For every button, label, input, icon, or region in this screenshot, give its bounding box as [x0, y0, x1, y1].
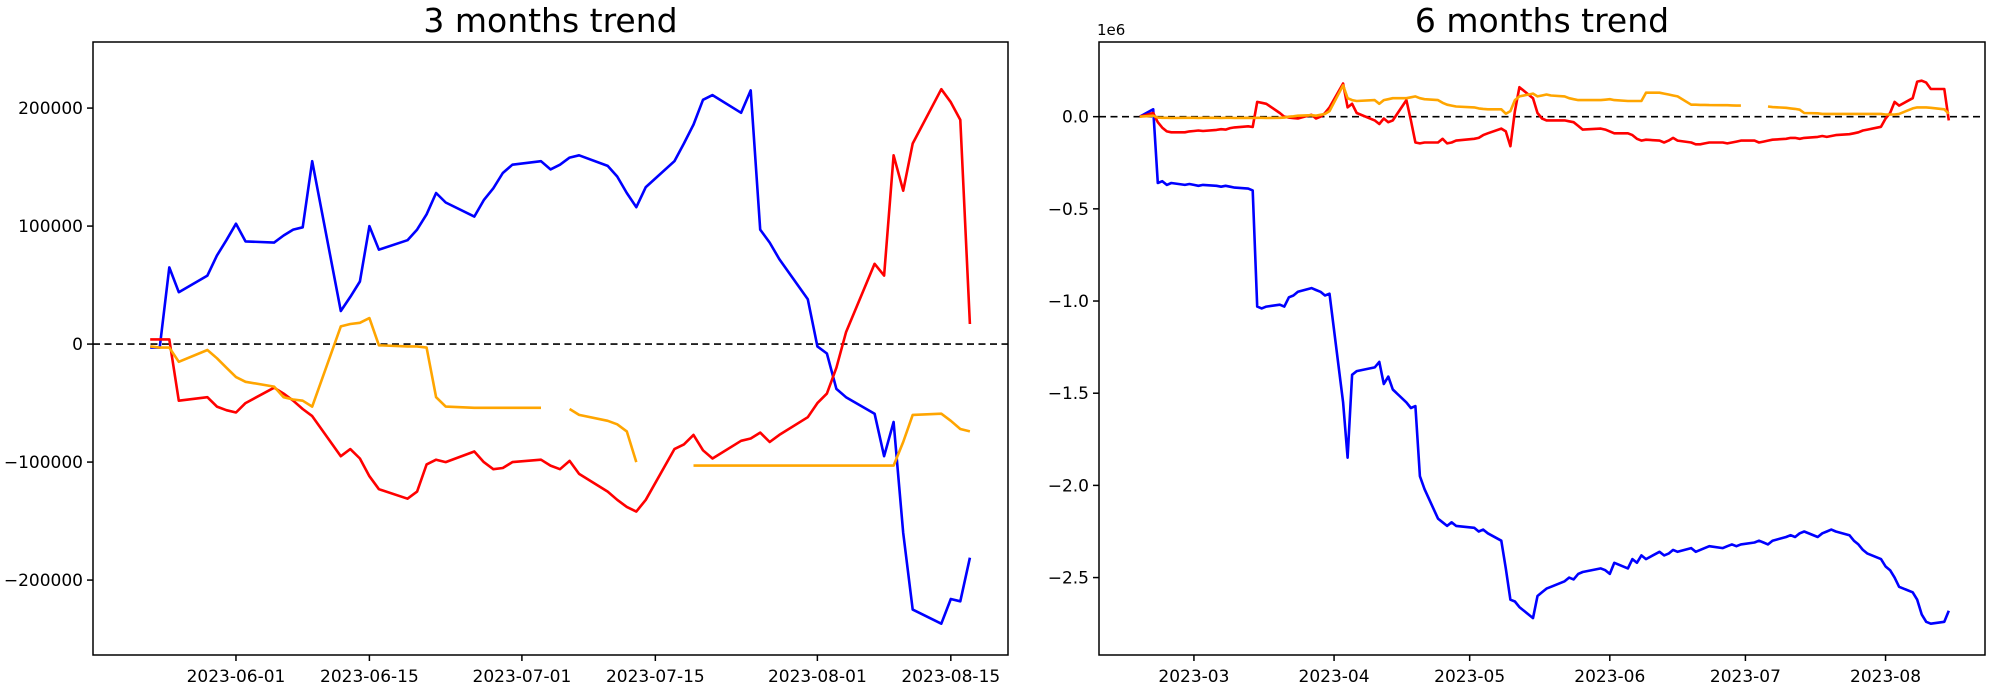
- y-axis-offset-label: 1e6: [1097, 21, 1126, 39]
- chart-title-3-months: 3 months trend: [423, 1, 678, 40]
- x-tick-label: 2023-06: [1574, 667, 1645, 687]
- x-tick-label: 2023-07: [1710, 667, 1781, 687]
- series-blue-left: [150, 89, 972, 625]
- series-red-left: [150, 87, 972, 513]
- y-tick-label: −100000: [4, 453, 83, 473]
- x-tick-label: 2023-04: [1299, 667, 1370, 687]
- chart-title-6-months: 6 months trend: [1414, 1, 1670, 40]
- axes-frame: [92, 41, 1009, 656]
- y-tick-label: −2.0: [1048, 476, 1089, 496]
- y-tick-label: 0: [72, 335, 83, 355]
- series-orange-right: [1139, 84, 1950, 120]
- y-tick-label: −200000: [4, 571, 83, 591]
- x-tick-label: 2023-03: [1158, 667, 1229, 687]
- y-tick-label: −1.0: [1048, 292, 1089, 312]
- x-tick-label: 2023-05: [1434, 667, 1505, 687]
- series-blue-right: [1139, 108, 1951, 625]
- x-tick-label: 2023-06-15: [320, 667, 419, 687]
- y-tick-label: −1.5: [1048, 384, 1089, 404]
- y-tick-label: 0.0: [1062, 108, 1089, 128]
- series-red-right: [1139, 79, 1951, 148]
- y-tick-label: −2.5: [1048, 569, 1089, 589]
- series-orange-left: [150, 316, 971, 467]
- x-tick-label: 2023-07-01: [473, 667, 572, 687]
- x-tick-label: 2023-06-01: [187, 667, 286, 687]
- plot-right: 2023-03 2023-04 2023-05 2023-06 2023-07 2023-…: [1048, 41, 1986, 687]
- x-tick-label: 2023-07-15: [606, 667, 705, 687]
- x-tick-label: 2023-08-15: [901, 667, 1000, 687]
- axes-frame: [1098, 41, 1986, 656]
- y-tick-label: 200000: [18, 99, 83, 119]
- x-tick-label: 2023-08: [1850, 667, 1921, 687]
- y-tick-label: −0.5: [1048, 200, 1089, 220]
- x-tick-label: 2023-08-01: [768, 667, 867, 687]
- plot-left: 2023-06-01 2023-06-15 2023-07-01 2023-07-15…: [4, 41, 1009, 687]
- y-tick-label: 100000: [18, 217, 83, 237]
